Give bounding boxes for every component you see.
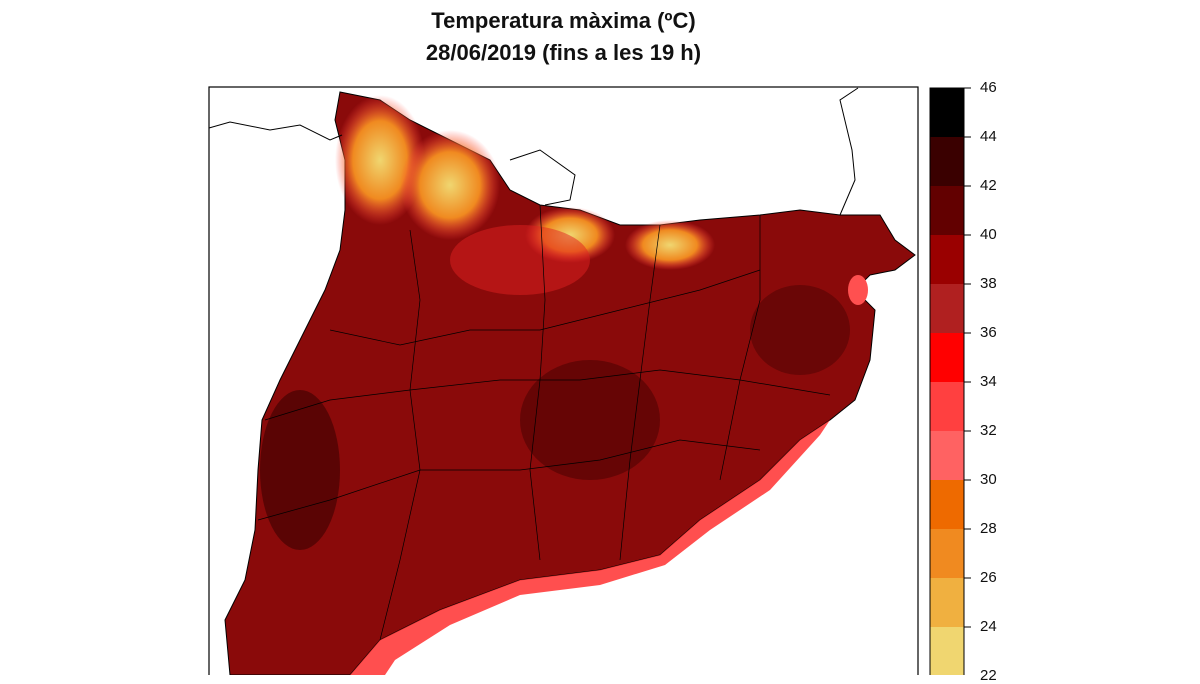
- legend-tick-label: 26: [980, 569, 997, 586]
- legend-bin: [930, 431, 964, 480]
- legend-tick-label: 32: [980, 422, 997, 439]
- legend-bin: [930, 382, 964, 431]
- color-legend: [929, 87, 971, 675]
- legend-bin: [930, 137, 964, 186]
- legend-tick-label: 44: [980, 128, 997, 145]
- legend-bin: [930, 480, 964, 529]
- temperature-patches: [260, 95, 868, 675]
- coast-north: [839, 87, 859, 216]
- legend-tick-label: 22: [980, 667, 997, 684]
- map-subtitle: 28/06/2019 (fins a les 19 h): [425, 40, 702, 65]
- france-border: [208, 121, 343, 141]
- legend-tick-label: 46: [980, 79, 997, 96]
- legend-bin: [930, 627, 964, 675]
- legend-bin: [930, 578, 964, 627]
- legend-tick-label: 42: [980, 177, 997, 194]
- legend-tick-label: 40: [980, 226, 997, 243]
- legend-bin: [930, 284, 964, 333]
- legend-tick-label: 30: [980, 471, 997, 488]
- legend-tick-label: 24: [980, 618, 997, 635]
- andorra-border: [509, 149, 576, 206]
- map-title: Temperatura màxima (ºC): [431, 8, 696, 33]
- comarca-borders: [257, 204, 831, 641]
- legend-bin: [930, 235, 964, 284]
- legend-tick-label: 34: [980, 373, 997, 390]
- legend-bin: [930, 333, 964, 382]
- legend-tick-label: 28: [980, 520, 997, 537]
- legend-tick-label: 36: [980, 324, 997, 341]
- legend-bin: [930, 529, 964, 578]
- legend-bin: [930, 88, 964, 137]
- legend-bin: [930, 186, 964, 235]
- legend-tick-label: 38: [980, 275, 997, 292]
